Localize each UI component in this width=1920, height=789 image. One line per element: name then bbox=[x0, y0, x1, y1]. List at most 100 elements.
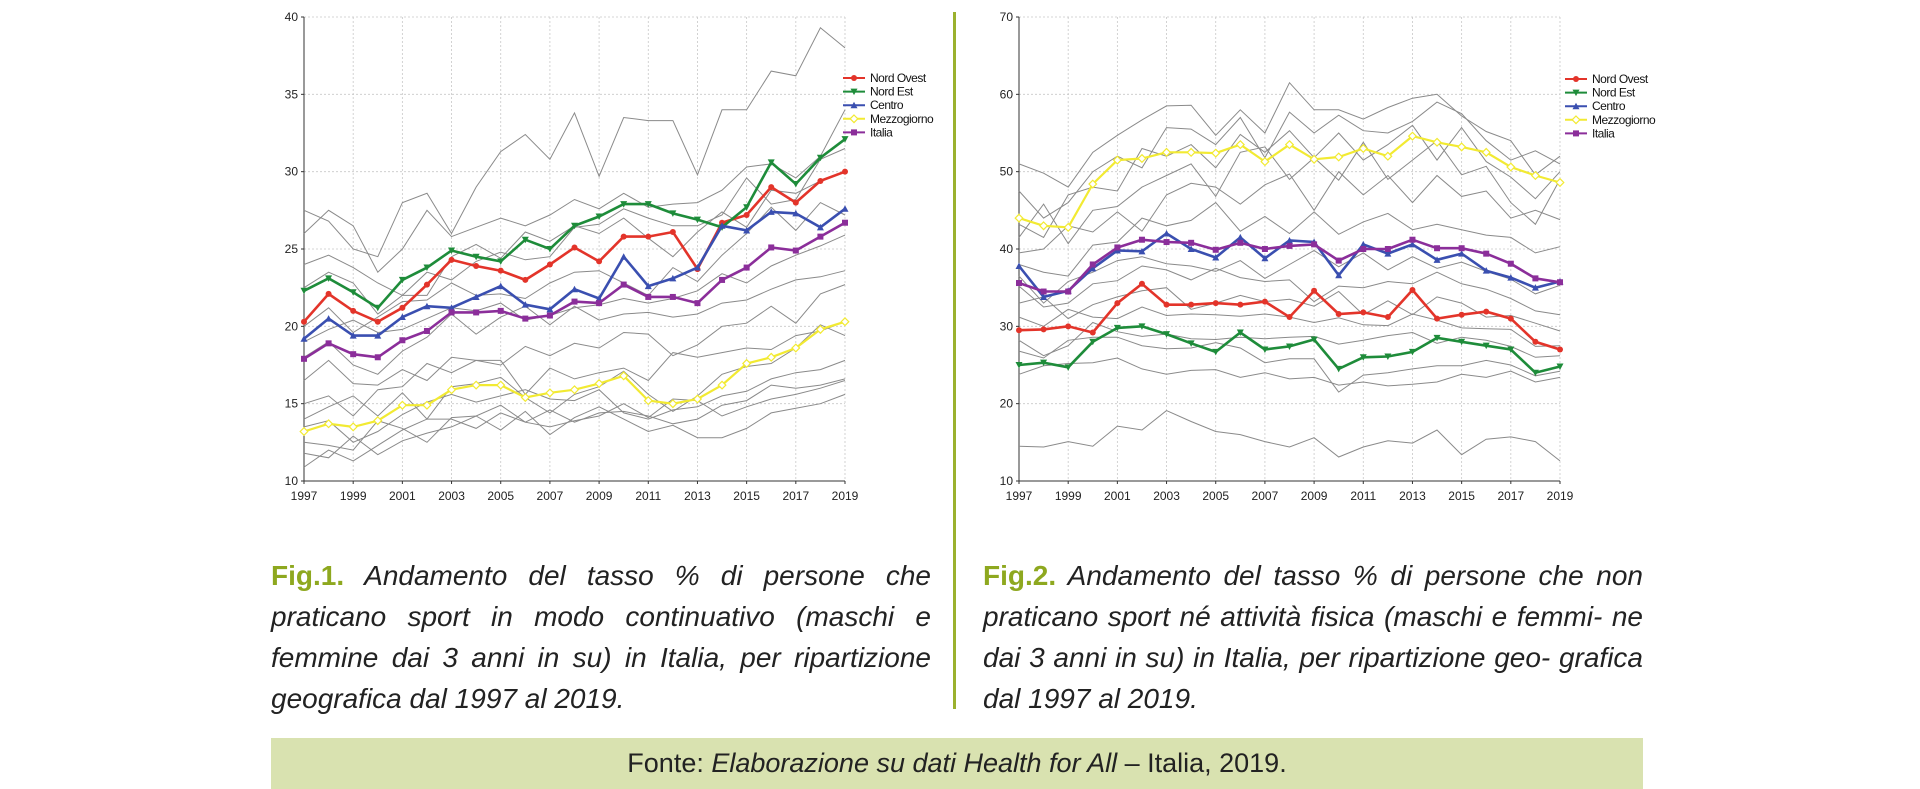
data-point bbox=[473, 309, 480, 316]
legend-label: Centro bbox=[870, 98, 904, 112]
y-tick-label: 30 bbox=[285, 165, 299, 179]
regional-series-line bbox=[303, 148, 846, 297]
regional-series-line bbox=[303, 321, 846, 417]
data-point bbox=[1237, 239, 1244, 246]
data-point bbox=[1458, 338, 1466, 346]
data-point bbox=[349, 332, 357, 339]
x-tick-label: 2007 bbox=[1252, 489, 1279, 503]
data-point bbox=[792, 209, 800, 217]
data-point bbox=[791, 343, 801, 353]
data-point bbox=[1236, 233, 1244, 241]
data-point bbox=[1409, 236, 1416, 243]
legend-item: Mezzogiorno bbox=[1565, 113, 1657, 127]
data-point bbox=[1482, 267, 1490, 274]
data-point bbox=[1212, 246, 1219, 253]
data-point bbox=[522, 276, 529, 283]
data-point bbox=[717, 380, 727, 390]
data-point bbox=[1235, 139, 1245, 150]
series-mezzogiorno bbox=[299, 317, 850, 437]
legend-marker bbox=[850, 101, 858, 109]
series-line bbox=[1018, 134, 1561, 229]
data-point bbox=[546, 305, 554, 313]
x-tick-label: 1997 bbox=[1006, 489, 1033, 503]
data-point bbox=[1015, 262, 1023, 270]
data-point bbox=[1065, 288, 1072, 295]
y-tick-label: 25 bbox=[285, 242, 299, 256]
data-point bbox=[1261, 254, 1269, 262]
x-tick-label: 2019 bbox=[1547, 489, 1574, 503]
data-point bbox=[1113, 324, 1121, 332]
data-point bbox=[817, 177, 824, 184]
data-point bbox=[767, 208, 775, 215]
data-point bbox=[767, 159, 775, 166]
legend-label: Italia bbox=[870, 125, 893, 139]
data-point bbox=[1335, 257, 1342, 264]
data-point bbox=[1384, 250, 1392, 257]
legend-label: Nord Ovest bbox=[1592, 72, 1649, 86]
legend-label: Mezzogiorno bbox=[870, 112, 934, 126]
legend-item: Mezzogiorno bbox=[843, 112, 935, 126]
figure-2-text: Andamento del tasso % di persone che non… bbox=[983, 560, 1643, 714]
regional-series-line bbox=[1018, 170, 1561, 254]
data-point bbox=[1261, 298, 1268, 305]
data-point bbox=[497, 307, 504, 314]
data-point bbox=[842, 219, 848, 226]
data-point bbox=[1458, 311, 1465, 318]
regional-series-line bbox=[1018, 357, 1561, 387]
legend-marker bbox=[1571, 115, 1581, 125]
data-point bbox=[545, 388, 555, 398]
data-point bbox=[694, 300, 701, 307]
data-point bbox=[571, 285, 578, 293]
legend-item: Nord Est bbox=[1565, 86, 1636, 100]
data-point bbox=[620, 201, 628, 208]
data-point bbox=[1212, 300, 1219, 307]
y-tick-label: 15 bbox=[285, 397, 299, 411]
data-point bbox=[1384, 353, 1392, 360]
data-point bbox=[792, 181, 800, 188]
legend-label: Centro bbox=[1592, 99, 1626, 113]
x-tick-label: 2007 bbox=[537, 489, 564, 503]
data-point bbox=[423, 281, 430, 288]
data-point bbox=[1040, 326, 1047, 333]
regional-series-line bbox=[303, 270, 846, 375]
data-point bbox=[1458, 245, 1465, 252]
data-point bbox=[1040, 293, 1048, 300]
data-point bbox=[497, 267, 504, 274]
data-point bbox=[472, 253, 480, 261]
data-point bbox=[471, 380, 481, 390]
data-point bbox=[1014, 213, 1024, 223]
data-point bbox=[497, 282, 505, 290]
legend-item: Centro bbox=[843, 98, 904, 112]
data-point bbox=[569, 385, 580, 395]
data-point bbox=[817, 233, 824, 240]
y-tick-label: 40 bbox=[1000, 242, 1014, 256]
data-point bbox=[1531, 369, 1539, 377]
data-point bbox=[1187, 340, 1195, 347]
data-point bbox=[1186, 147, 1196, 157]
data-point bbox=[1481, 147, 1491, 157]
regional-series-line bbox=[1018, 139, 1561, 245]
data-point bbox=[768, 184, 775, 191]
data-point bbox=[669, 274, 677, 282]
x-tick-label: 2011 bbox=[1350, 489, 1376, 503]
data-point bbox=[1236, 329, 1244, 337]
legend-marker bbox=[849, 114, 859, 124]
data-point bbox=[594, 378, 604, 389]
data-point bbox=[299, 426, 309, 437]
data-point bbox=[816, 223, 824, 231]
x-tick-label: 2005 bbox=[1202, 489, 1229, 503]
data-point bbox=[1359, 240, 1367, 248]
data-point bbox=[1138, 236, 1145, 243]
y-tick-label: 35 bbox=[285, 87, 299, 101]
data-point bbox=[792, 199, 799, 206]
data-point bbox=[792, 247, 799, 254]
data-point bbox=[1237, 301, 1244, 308]
data-point bbox=[668, 399, 678, 409]
data-point bbox=[1114, 244, 1121, 251]
data-point bbox=[520, 392, 530, 403]
data-point bbox=[497, 258, 505, 265]
regional-series-line bbox=[303, 393, 846, 459]
y-tick-label: 20 bbox=[285, 319, 299, 333]
data-point bbox=[1088, 179, 1098, 189]
